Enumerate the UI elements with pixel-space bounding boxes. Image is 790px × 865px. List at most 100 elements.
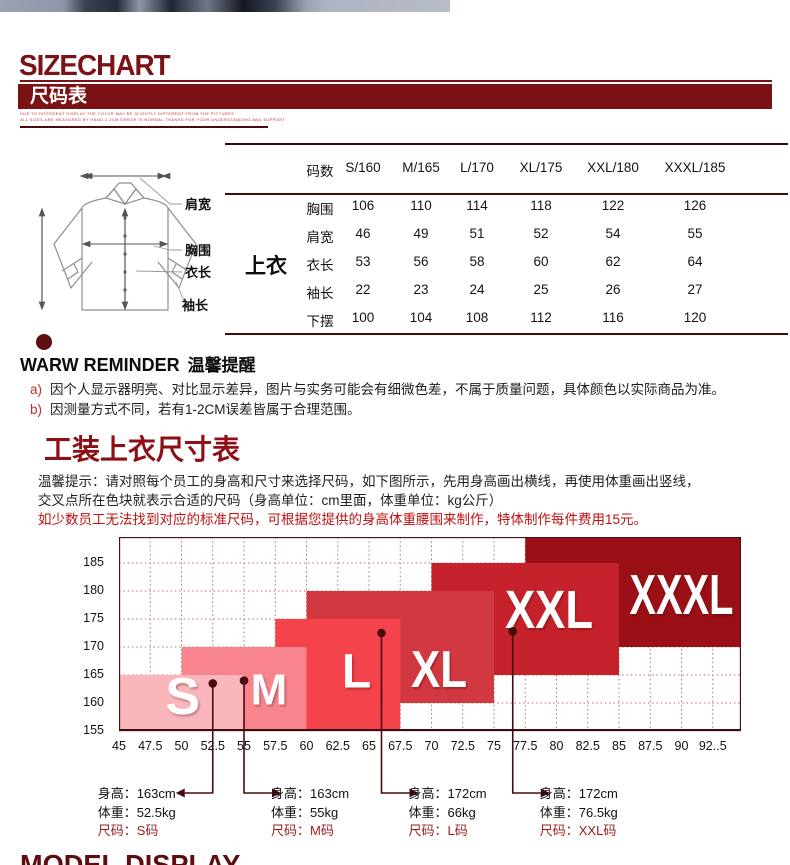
size-region-S xyxy=(119,675,244,731)
row-label: 胸围 xyxy=(306,202,334,217)
section-title-cn: 尺码表 xyxy=(30,86,88,107)
callout-dot xyxy=(508,627,518,636)
x-tick-label: 55 xyxy=(237,739,251,753)
size-region-label-XXXL: XXXL xyxy=(630,563,734,627)
guide-tip-2: 交叉点所在色块就表示合适的尺码（身高单位：cm里面，体重单位：kg公斤） xyxy=(38,493,503,508)
table-rule-bottom xyxy=(225,333,788,335)
measure-lines xyxy=(38,172,171,311)
shirt-measure-labels: 肩宽 胸围 衣长 袖长 xyxy=(182,197,212,313)
next-section-title: MODEL DISPLAY xyxy=(20,849,241,865)
shoulder-label: 肩宽 xyxy=(185,197,211,212)
callout-arrowhead xyxy=(540,788,550,798)
table-cell: 114 xyxy=(466,198,488,213)
x-tick-label: 70 xyxy=(424,739,439,753)
table-cell: 112 xyxy=(530,310,552,325)
fine-print-line-2: ALL SIZES ARE MEASURED BY HAND 1-2CM ERR… xyxy=(20,117,286,122)
y-tick-label: 170 xyxy=(83,639,104,653)
callout-arrowhead xyxy=(409,788,419,798)
callout-size: 尺码：L码 xyxy=(408,823,468,838)
x-tick-label: 52.5 xyxy=(200,739,225,753)
callout-dot xyxy=(239,676,249,685)
reminder-title: WARW REMINDER 温馨提醒 xyxy=(20,351,256,376)
shirt-outline xyxy=(53,182,197,311)
table-cell: 26 xyxy=(605,282,621,297)
column-header: XXXL/185 xyxy=(664,160,726,175)
table-cell: 110 xyxy=(410,198,432,213)
callout-size: 尺码：S码 xyxy=(97,823,159,838)
callout-weight: 体重：76.5kg xyxy=(539,804,618,820)
size-region-label-XXL: XXL xyxy=(505,580,593,640)
guide-tip-1: 温馨提示：请对照每个员工的身高和尺寸来选择尺码，如下图所示，先用身高画出横线，再… xyxy=(38,474,700,489)
callout-line xyxy=(511,631,541,794)
chest-label: 胸围 xyxy=(185,243,211,258)
callout-arrowhead xyxy=(175,788,185,798)
table-cell: 49 xyxy=(413,226,429,241)
x-tick-label: 65 xyxy=(362,739,376,753)
note-a-text: 因个人显示器明亮、对比显示差异，图片与实务可能会有细微色差，不属于质量问题，具体… xyxy=(50,382,726,397)
reminder-title-cn: 温馨提醒 xyxy=(187,356,256,375)
callout-text-XXL码: 身高：172cm 体重：76.5kg 尺码：XXL码 xyxy=(540,785,618,841)
table-cell: 55 xyxy=(687,226,703,241)
x-tick-label: 90 xyxy=(674,739,689,753)
x-tick-label: 80 xyxy=(549,739,564,753)
callout-text-L码: 身高：172cm 体重：66kg 尺码：L码 xyxy=(409,785,487,841)
table-cell: 106 xyxy=(351,198,375,213)
table-cell: 46 xyxy=(355,226,371,241)
table-cell: 62 xyxy=(605,254,621,269)
y-tick-label: 175 xyxy=(83,611,104,625)
length-label: 衣长 xyxy=(185,265,212,280)
callout-height: 身高：172cm xyxy=(408,786,487,801)
table-cell: 51 xyxy=(469,226,485,241)
table-cell: 126 xyxy=(683,198,707,213)
fine-print-line-1: DUE TO DIFFERENT DISPLAY THE COLOR MAY B… xyxy=(20,111,235,116)
callout-size: 尺码：M码 xyxy=(271,823,334,838)
row-label: 袖长 xyxy=(306,286,334,301)
shirt-diagram: 肩宽 胸围 衣长 袖长 xyxy=(38,172,212,313)
reminder-note-b: b) 因测量方式不同，若有1-2CM误差皆属于合理范围。 xyxy=(30,398,361,418)
column-header: L/170 xyxy=(460,160,494,175)
title-underline xyxy=(20,80,772,82)
column-header: 码数 xyxy=(306,164,334,179)
y-tick-label: 160 xyxy=(83,695,104,709)
sleeve-label: 袖长 xyxy=(182,298,209,313)
x-tick-label: 62.5 xyxy=(325,739,350,753)
x-tick-label: 92..5 xyxy=(698,739,727,753)
photo-strip-remnant xyxy=(0,0,450,12)
x-tick-label: 72.5 xyxy=(450,739,475,753)
table-rule-header xyxy=(225,193,788,195)
row-label: 下摆 xyxy=(306,314,334,329)
size-table: 上衣 码数 S/160 M/165 L/170 XL/175 XXL/180 XXXL/18… xyxy=(225,143,788,335)
table-cell: 100 xyxy=(351,310,375,325)
callout-size: 尺码：XXL码 xyxy=(539,823,617,838)
callout-line xyxy=(380,633,410,794)
table-cell: 53 xyxy=(355,254,371,269)
callout-dot xyxy=(377,628,386,638)
x-tick-label: 57.5 xyxy=(263,739,288,753)
guide-tip-highlight: 如少数员工无法找到对应的标准尺码，可根据您提供的身高体重腰围来制作，特体制作每件… xyxy=(38,512,648,527)
x-tick-label: 82.5 xyxy=(575,739,600,753)
table-cell: 120 xyxy=(683,310,707,325)
callout-text-S码: 身高：163cm 体重：52.5kg 尺码：S码 xyxy=(98,785,176,841)
table-cell: 116 xyxy=(602,310,624,325)
x-tick-label: 77.5 xyxy=(513,739,538,753)
callout-arrowhead xyxy=(272,788,281,798)
table-cell: 54 xyxy=(605,226,621,241)
row-label: 肩宽 xyxy=(306,230,334,245)
y-tick-label: 165 xyxy=(83,667,104,681)
callout-line xyxy=(243,680,272,794)
callout-weight: 体重：52.5kg xyxy=(97,804,176,820)
table-cell: 60 xyxy=(533,254,549,269)
reminder-note-a: a) 因个人显示器明亮、对比显示差异，图片与实务可能会有细微色差，不属于质量问题，… xyxy=(30,378,725,398)
note-a-prefix: a) xyxy=(30,382,43,397)
callout-dot xyxy=(208,679,218,688)
x-tick-label: 75 xyxy=(487,739,501,753)
section-banner: 尺码表 xyxy=(18,84,772,109)
label-connectors xyxy=(135,177,185,302)
callout-height: 身高：163cm xyxy=(271,786,350,801)
x-tick-label: 87.5 xyxy=(638,739,663,753)
x-tick-label: 47.5 xyxy=(138,739,163,753)
column-header: XXL/180 xyxy=(587,160,639,175)
size-region-label-S: S xyxy=(165,668,200,726)
column-header: S/160 xyxy=(345,160,381,175)
